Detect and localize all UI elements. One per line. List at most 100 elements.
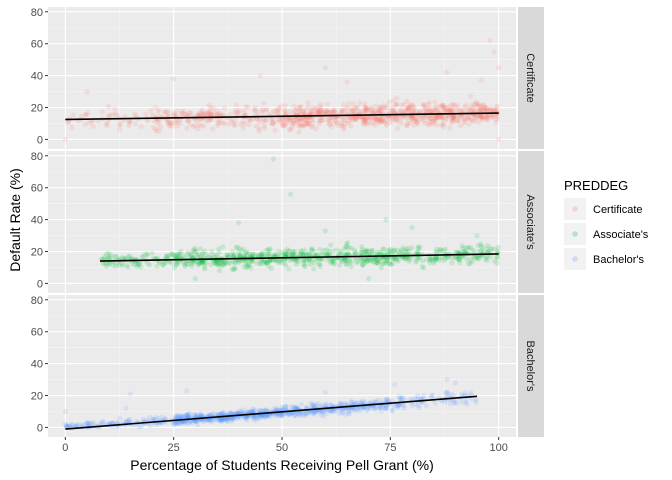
- data-point: [103, 263, 109, 269]
- data-point: [337, 407, 343, 414]
- data-point: [414, 119, 420, 125]
- data-point: [317, 106, 324, 112]
- data-point: [406, 258, 412, 264]
- data-point: [341, 124, 347, 130]
- data-point: [351, 111, 357, 117]
- data-point: [402, 256, 408, 262]
- data-point: [441, 257, 447, 263]
- data-point: [216, 417, 222, 424]
- data-point: [209, 248, 215, 254]
- data-point: [446, 392, 452, 398]
- data-point: [347, 410, 353, 416]
- data-point: [65, 120, 71, 126]
- data-point: [201, 111, 208, 118]
- data-point: [70, 112, 77, 118]
- data-point: [184, 414, 190, 420]
- data-point: [452, 103, 458, 109]
- data-point: [199, 109, 205, 115]
- data-point: [286, 410, 292, 417]
- data-point: [260, 118, 266, 124]
- facet-strip-label: Associate's: [524, 194, 536, 250]
- data-point: [280, 411, 286, 417]
- data-point: [205, 111, 211, 117]
- data-point: [248, 408, 255, 414]
- data-point: [114, 112, 120, 118]
- data-point: [171, 421, 177, 427]
- data-point: [258, 253, 264, 259]
- data-point: [409, 114, 415, 121]
- data-point: [393, 116, 400, 123]
- data-point: [238, 415, 244, 421]
- data-point: [277, 119, 284, 125]
- data-point: [327, 260, 334, 266]
- data-point: [224, 418, 230, 424]
- data-point: [327, 109, 333, 115]
- data-point: [237, 253, 243, 259]
- data-point: [351, 406, 357, 413]
- data-point: [345, 250, 351, 256]
- data-point: [224, 252, 230, 258]
- data-point: [494, 113, 500, 119]
- data-point: [359, 247, 365, 253]
- data-point: [328, 408, 334, 414]
- data-point: [67, 423, 73, 429]
- data-point: [216, 119, 222, 125]
- data-point: [74, 422, 80, 428]
- data-point: [229, 418, 235, 424]
- data-point: [400, 402, 406, 408]
- data-point: [379, 117, 386, 123]
- data-point: [322, 65, 328, 71]
- data-point: [88, 420, 94, 426]
- data-point: [441, 247, 447, 254]
- data-point: [473, 256, 479, 262]
- data-point: [274, 407, 280, 413]
- data-point: [99, 109, 105, 115]
- data-point: [269, 116, 275, 122]
- data-point: [229, 249, 236, 255]
- data-point: [281, 257, 287, 263]
- data-point: [169, 251, 175, 257]
- data-point: [397, 396, 403, 402]
- data-point: [413, 119, 420, 125]
- data-point: [243, 104, 249, 110]
- data-point: [185, 414, 191, 420]
- data-point: [397, 396, 403, 402]
- data-point: [433, 255, 439, 261]
- data-point: [375, 107, 381, 113]
- data-point: [115, 260, 121, 266]
- data-point: [309, 123, 315, 129]
- data-point: [363, 108, 369, 114]
- data-point: [215, 120, 221, 126]
- data-point: [298, 401, 304, 407]
- data-point: [488, 106, 494, 112]
- data-point: [347, 257, 353, 263]
- data-point: [362, 109, 368, 115]
- data-point: [281, 260, 288, 266]
- data-point: [276, 260, 282, 266]
- data-point: [264, 413, 271, 419]
- data-point: [128, 255, 134, 261]
- data-point: [420, 258, 426, 264]
- data-point: [445, 254, 452, 260]
- data-point: [409, 116, 416, 122]
- data-point: [344, 79, 350, 85]
- data-point: [119, 255, 125, 261]
- data-point: [364, 108, 370, 114]
- data-point: [372, 109, 378, 115]
- data-point: [449, 391, 455, 397]
- legend-item: Certificate: [564, 198, 643, 220]
- data-point: [320, 408, 326, 414]
- data-point: [428, 255, 434, 261]
- data-point: [462, 390, 468, 396]
- data-point: [138, 264, 144, 270]
- data-point: [125, 253, 132, 259]
- data-point: [173, 113, 179, 119]
- data-point: [448, 106, 454, 112]
- data-point: [444, 389, 450, 395]
- data-point: [431, 260, 437, 266]
- data-point: [301, 258, 307, 264]
- data-point: [433, 104, 439, 110]
- data-point: [416, 403, 422, 409]
- data-point: [225, 253, 231, 259]
